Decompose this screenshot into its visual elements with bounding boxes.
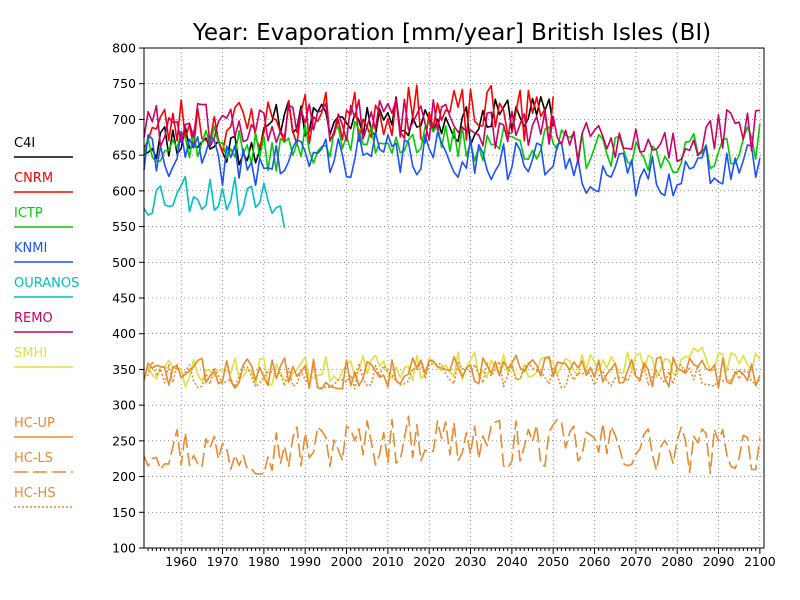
series-lines (143, 84, 761, 475)
y-tick-label: 600 (112, 183, 136, 198)
y-tick-label: 200 (112, 469, 136, 484)
y-tick-label: 100 (112, 541, 136, 556)
series-line-knmi (143, 130, 761, 197)
y-tick-label: 400 (112, 326, 136, 341)
x-tick-label: 1960 (165, 554, 197, 569)
legend-label-knmi: KNMI (14, 241, 47, 256)
legend-label-cnrm: CNRM (14, 171, 53, 186)
x-tick-label: 2070 (620, 554, 652, 569)
y-tick-label: 450 (112, 291, 136, 306)
y-tick-label: 650 (112, 148, 136, 163)
y-tick-label: 750 (112, 76, 136, 91)
legend-label-ictp: ICTP (14, 206, 43, 221)
x-tick-label: 2030 (455, 554, 487, 569)
legend-label-c4i: C4I (14, 136, 35, 151)
x-axis: 1960 1970 1980 1990 2000 2010 2020 2030 2040 2050… (147, 548, 776, 569)
legend-label-hc-ls: HC-LS (14, 451, 53, 466)
legend: C4I CNRM ICTP KNMI OURANOS REMO SMHI HC-UP HC-LS… (14, 136, 79, 508)
legend-label-ouranos: OURANOS (14, 276, 79, 291)
y-axis: 100 150 200 250 300 350 400 450 500 550 600 650 700 7… (112, 41, 144, 556)
y-tick-label: 550 (112, 219, 136, 234)
series-line-ictp (143, 120, 761, 174)
x-tick-label: 2050 (537, 554, 569, 569)
y-tick-label: 250 (112, 433, 136, 448)
series-line-hc-ls (143, 415, 761, 475)
y-tick-label: 800 (112, 41, 136, 56)
y-tick-label: 350 (112, 362, 136, 377)
y-tick-label: 300 (112, 398, 136, 413)
series-line-hc-up (143, 354, 761, 390)
series-line-smhi (143, 346, 761, 388)
x-tick-label: 2090 (703, 554, 735, 569)
x-tick-label: 2000 (331, 554, 363, 569)
legend-label-remo: REMO (14, 311, 53, 326)
legend-label-hc-hs: HC-HS (14, 486, 56, 501)
x-tick-label: 2060 (579, 554, 611, 569)
legend-label-hc-up: HC-UP (14, 416, 55, 431)
y-tick-label: 150 (112, 505, 136, 520)
series-line-hc-hs (143, 360, 761, 390)
series-line-ouranos (143, 175, 286, 229)
x-tick-label: 1980 (248, 554, 280, 569)
series-line-remo (143, 98, 760, 164)
x-tick-label: 2040 (496, 554, 528, 569)
y-tick-label: 500 (112, 255, 136, 270)
x-tick-label: 2020 (413, 554, 445, 569)
y-tick-label: 700 (112, 112, 136, 127)
x-tick-label: 2010 (372, 554, 404, 569)
legend-label-smhi: SMHI (14, 346, 47, 361)
series-line-cnrm (143, 84, 554, 154)
chart-title: Year: Evaporation [mm/year] British Isle… (192, 20, 711, 46)
x-tick-label: 1990 (289, 554, 321, 569)
x-tick-label: 1970 (207, 554, 239, 569)
x-tick-label: 2080 (661, 554, 693, 569)
grid-lines (144, 48, 764, 548)
x-tick-label: 2100 (744, 554, 776, 569)
